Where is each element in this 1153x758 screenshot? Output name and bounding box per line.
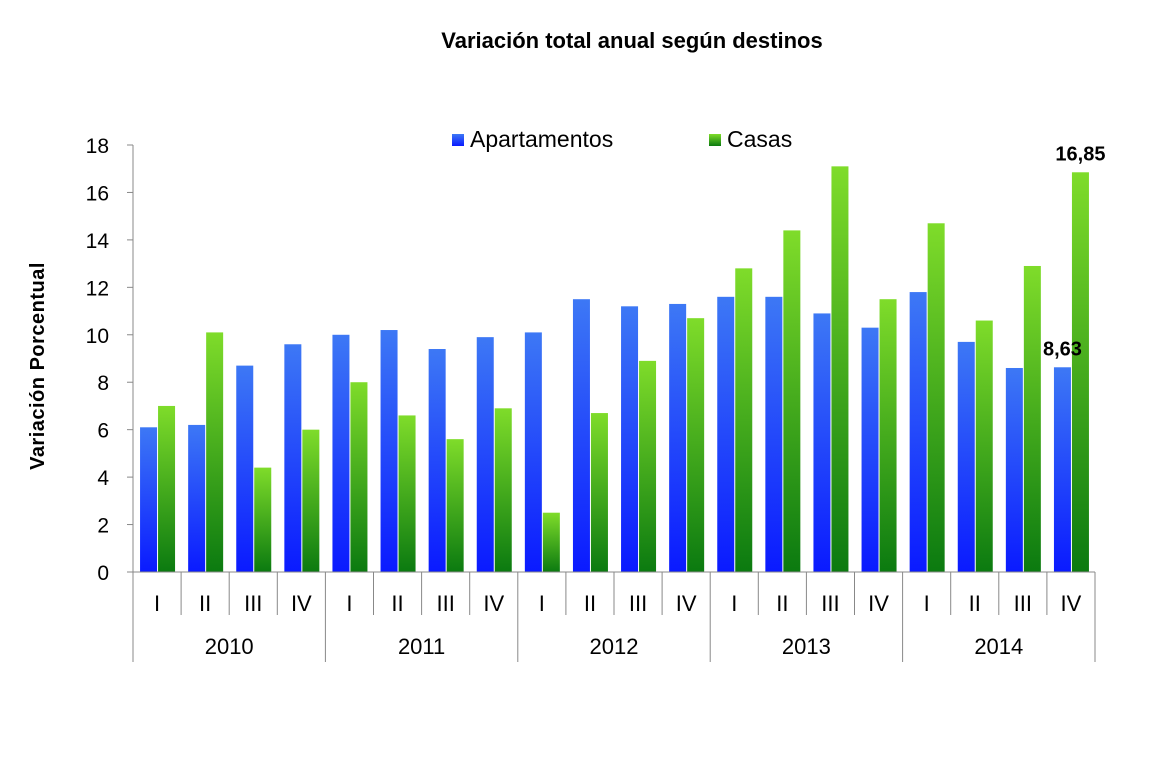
bar-casas xyxy=(350,382,368,572)
bar-apartamentos xyxy=(717,296,735,572)
x-axis: I II III IV I II III IV I II III IV I II III IV I II III IV… xyxy=(132,571,1096,662)
bar-apartamentos xyxy=(188,424,206,572)
x-quarter-label: II xyxy=(776,591,788,616)
x-quarter-label: II xyxy=(969,591,981,616)
bar-apartamentos xyxy=(236,365,254,572)
bar-casas xyxy=(783,230,801,572)
bar-casas xyxy=(735,268,753,572)
bar-apartamentos xyxy=(621,306,639,572)
bar-apartamentos xyxy=(1005,367,1023,572)
y-axis: 0 2 4 6 8 10 12 14 16 18 xyxy=(86,135,134,585)
legend-label-casas: Casas xyxy=(727,126,792,152)
bar-casas xyxy=(1071,172,1089,572)
bar-apartamentos xyxy=(332,334,350,572)
y-tick-label: 18 xyxy=(86,135,109,158)
bar-casas xyxy=(158,405,176,572)
bar-apartamentos xyxy=(380,330,398,572)
bar-casas xyxy=(831,166,849,572)
x-quarter-label: II xyxy=(199,591,211,616)
y-tick-label: 0 xyxy=(97,562,109,585)
x-year-label: 2013 xyxy=(782,634,831,659)
bar-apartamentos xyxy=(957,341,975,572)
x-quarter-label: III xyxy=(436,591,454,616)
chart-title: Variación total anual según destinos xyxy=(441,28,822,53)
y-tick-label: 12 xyxy=(86,277,109,300)
bar-casas xyxy=(975,320,993,572)
y-tick-label: 2 xyxy=(97,515,109,538)
x-quarter-label: IV xyxy=(868,591,889,616)
y-tick-label: 6 xyxy=(97,420,109,443)
x-quarter-label: II xyxy=(584,591,596,616)
bar-casas xyxy=(1023,265,1041,572)
bar-casas xyxy=(927,223,945,573)
data-label: 16,85 xyxy=(1055,143,1105,165)
bar-apartamentos xyxy=(284,344,302,572)
legend-swatch-apartamentos xyxy=(452,134,464,146)
bar-casas xyxy=(542,512,560,572)
bar-apartamentos xyxy=(669,303,687,572)
bars xyxy=(140,166,1089,573)
bar-casas xyxy=(590,413,608,572)
bar-apartamentos xyxy=(476,337,494,572)
x-year-label: 2012 xyxy=(590,634,639,659)
bar-apartamentos xyxy=(813,313,831,572)
bar-casas xyxy=(206,332,224,572)
y-tick-label: 4 xyxy=(97,467,109,490)
x-quarter-label: IV xyxy=(483,591,504,616)
bar-apartamentos xyxy=(524,332,542,572)
legend-label-apartamentos: Apartamentos xyxy=(470,126,613,152)
x-quarter-label: I xyxy=(346,591,352,616)
bar-casas xyxy=(494,408,512,572)
bar-casas xyxy=(639,360,657,572)
x-quarter-label: III xyxy=(821,591,839,616)
legend: Apartamentos Casas xyxy=(452,126,792,152)
bar-apartamentos xyxy=(765,296,783,572)
y-tick-label: 10 xyxy=(86,325,109,348)
bar-casas xyxy=(398,415,416,572)
x-quarter-label: III xyxy=(629,591,647,616)
x-year-label: 2014 xyxy=(974,634,1023,659)
x-quarter-label: IV xyxy=(291,591,312,616)
x-quarter-label: II xyxy=(391,591,403,616)
bar-casas xyxy=(446,439,464,572)
x-quarter-label: III xyxy=(244,591,262,616)
x-quarter-label: IV xyxy=(676,591,697,616)
bar-apartamentos xyxy=(909,292,927,572)
x-quarter-label: I xyxy=(924,591,930,616)
bar-casas xyxy=(879,299,897,572)
x-quarter-label: I xyxy=(154,591,160,616)
y-tick-label: 16 xyxy=(86,182,109,205)
bar-apartamentos xyxy=(428,349,446,572)
x-year-label: 2011 xyxy=(398,634,445,659)
bar-casas xyxy=(687,318,705,572)
x-quarter-label: IV xyxy=(1061,591,1082,616)
bar-casas xyxy=(254,467,272,572)
y-tick-label: 14 xyxy=(86,230,110,253)
bar-apartamentos xyxy=(572,299,590,572)
y-tick-label: 8 xyxy=(97,372,109,395)
x-quarter-label: I xyxy=(731,591,737,616)
bar-apartamentos xyxy=(861,327,879,572)
y-axis-label: Variación Porcentual xyxy=(27,262,49,470)
legend-swatch-casas xyxy=(709,134,721,146)
x-year-label: 2010 xyxy=(205,634,254,659)
bar-apartamentos xyxy=(1053,367,1071,572)
data-labels: 8,63 16,85 xyxy=(1043,143,1106,360)
x-quarter-label: III xyxy=(1014,591,1032,616)
x-quarter-label: I xyxy=(539,591,545,616)
data-label: 8,63 xyxy=(1043,338,1082,360)
bar-casas xyxy=(302,429,320,572)
bar-apartamentos xyxy=(140,427,158,572)
